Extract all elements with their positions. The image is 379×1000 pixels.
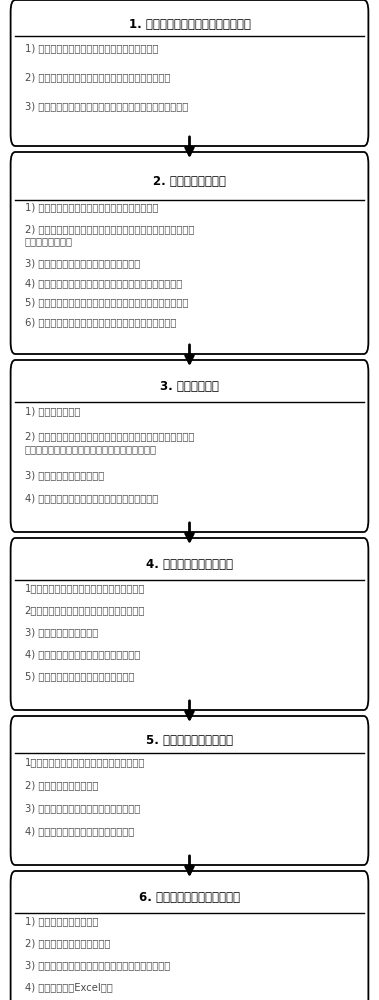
Text: 3) 固定闭塞联锁进路命名: 3) 固定闭塞联锁进路命名	[25, 627, 98, 637]
FancyBboxPatch shape	[11, 152, 368, 354]
Text: 2) 遍历检查轨道线路数据库文件并检查数据库有效性: 2) 遍历检查轨道线路数据库文件并检查数据库有效性	[25, 72, 170, 82]
Text: 5) 固定闭塞联锁进路的引导等数据计算: 5) 固定闭塞联锁进路的引导等数据计算	[25, 672, 134, 682]
Text: 1）遍历轨道线路拓扑查找固定闭塞主体进路: 1）遍历轨道线路拓扑查找固定闭塞主体进路	[25, 583, 145, 593]
FancyBboxPatch shape	[11, 0, 368, 146]
Text: 5) 手工填写非道岔防护的信号系统进入和退出信号机的名字: 5) 手工填写非道岔防护的信号系统进入和退出信号机的名字	[25, 298, 188, 308]
Text: 4) 导出联锁表到Excel文件: 4) 导出联锁表到Excel文件	[25, 982, 113, 992]
Text: 4) 固定闭塞联锁进路的各种逻辑关系计算: 4) 固定闭塞联锁进路的各种逻辑关系计算	[25, 649, 140, 659]
Text: 3) 遍历检查轨道线路数据库文件中生成联锁表所需的数据列: 3) 遍历检查轨道线路数据库文件中生成联锁表所需的数据列	[25, 101, 188, 111]
Text: 3) 手工填写特殊运营方向的拓扑分段信息: 3) 手工填写特殊运营方向的拓扑分段信息	[25, 258, 140, 268]
Text: 2) 确认每个控区的起始进路编号，固定闭塞进路和移动闭塞进
路编号之间的间隔: 2) 确认每个控区的起始进路编号，固定闭塞进路和移动闭塞进 路编号之间的间隔	[25, 224, 194, 246]
Text: 6. 显示和导出联锁表和进路图: 6. 显示和导出联锁表和进路图	[139, 891, 240, 904]
Text: 4) 移动闭塞联锁进路的引导等数据计算: 4) 移动闭塞联锁进路的引导等数据计算	[25, 826, 134, 836]
Text: 1) 简略地检查从轨道线路数据库导出的文本文件: 1) 简略地检查从轨道线路数据库导出的文本文件	[25, 203, 158, 213]
Text: 3. 文本数据导入: 3. 文本数据导入	[160, 380, 219, 393]
Text: 2) 读取轨道、拓扑分段、计轴、控区、信号机、区段、道岔、
站台、屏蔽门、站台紧急关闭按钮、防淹门等数据: 2) 读取轨道、拓扑分段、计轴、控区、信号机、区段、道岔、 站台、屏蔽门、站台紧…	[25, 432, 194, 454]
Text: 2. 手工输入特殊数据: 2. 手工输入特殊数据	[153, 175, 226, 188]
Text: 1) 显示选定控区的联锁表: 1) 显示选定控区的联锁表	[25, 916, 98, 926]
Text: 1）遍历轨道线路拓扑查找移动闭塞联锁进路: 1）遍历轨道线路拓扑查找移动闭塞联锁进路	[25, 757, 145, 767]
Text: 4. 固定闭塞联锁进路搜索: 4. 固定闭塞联锁进路搜索	[146, 558, 233, 571]
Text: 2) 显示选定联锁进路的进路图: 2) 显示选定联锁进路的进路图	[25, 938, 110, 948]
Text: 1) 初始化数据结构: 1) 初始化数据结构	[25, 406, 80, 416]
FancyBboxPatch shape	[11, 538, 368, 710]
Text: 2）遍历轨道线路拓扑查找固定闭塞防护进路: 2）遍历轨道线路拓扑查找固定闭塞防护进路	[25, 605, 145, 615]
Text: 1) 遍历检查轨道线路数据库文件并清除错误格式: 1) 遍历检查轨道线路数据库文件并清除错误格式	[25, 43, 158, 53]
Text: 3) 移动闭塞联锁进路的各种逻辑关系计算: 3) 移动闭塞联锁进路的各种逻辑关系计算	[25, 803, 140, 813]
FancyBboxPatch shape	[11, 716, 368, 865]
Text: 1. 从轨道线路数据库中导出文本文件: 1. 从轨道线路数据库中导出文本文件	[128, 18, 251, 31]
FancyBboxPatch shape	[11, 871, 368, 1000]
Text: 4) 手工填写侵限计轴的名字和其相邻接的两个道岔的名字: 4) 手工填写侵限计轴的名字和其相邻接的两个道岔的名字	[25, 278, 182, 288]
Text: 3) 提供修改、删除、排序、重新计算冲突进路等功能: 3) 提供修改、删除、排序、重新计算冲突进路等功能	[25, 960, 170, 970]
Text: 5. 移动闭塞联锁进路搜索: 5. 移动闭塞联锁进路搜索	[146, 734, 233, 747]
FancyBboxPatch shape	[11, 360, 368, 532]
Text: 6) 手工填写信号系统的边界区段的相邻外部区段的名字: 6) 手工填写信号系统的边界区段的相邻外部区段的名字	[25, 317, 176, 327]
Text: 2) 移动闭塞联锁进路命名: 2) 移动闭塞联锁进路命名	[25, 780, 98, 790]
Text: 4) 在拓扑上将所有元素排序并建立相互连接关系: 4) 在拓扑上将所有元素排序并建立相互连接关系	[25, 493, 158, 503]
Text: 3) 读取手工输入的特殊数据: 3) 读取手工输入的特殊数据	[25, 470, 104, 480]
